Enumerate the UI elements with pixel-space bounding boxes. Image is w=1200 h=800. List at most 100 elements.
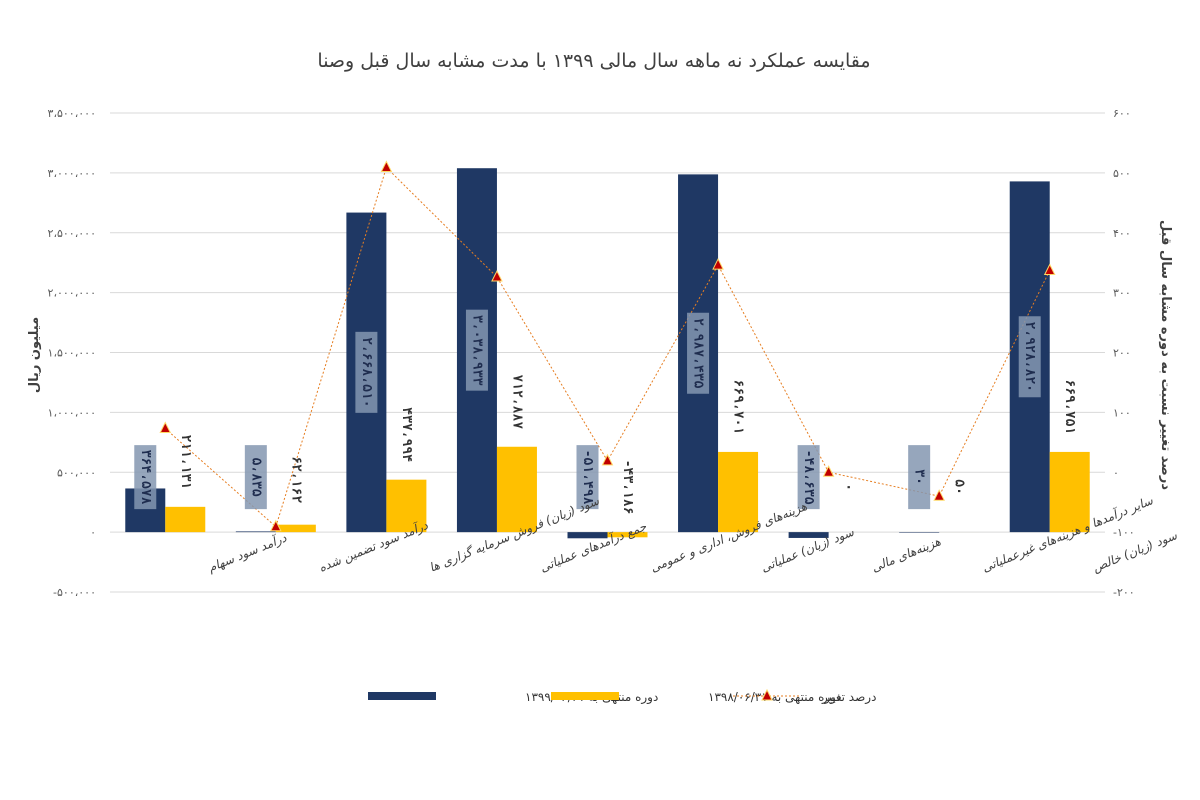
change-marker	[712, 257, 724, 270]
data-label-box	[244, 445, 267, 510]
y2-tick-label: ۰	[1113, 466, 1119, 479]
data-label-1399: -۴۸،۶۳۵	[797, 445, 820, 510]
y2-tick-label: ۲۰۰	[1113, 347, 1131, 360]
change-marker	[933, 489, 945, 501]
y2-tick-label: ۴۰۰	[1113, 227, 1131, 240]
y-axis-ticks: ۳،۵۰۰،۰۰۰ ۳،۰۰۰،۰۰۰ ۲،۵۰۰،۰۰۰ ۲،۰۰۰،۰۰۰ ۱،۵۰…	[48, 107, 96, 599]
data-label-box	[355, 331, 378, 413]
data-label-1399: ۳۶۴،۵۷۸	[134, 445, 157, 510]
data-label-text: ۳۶۴،۵۷۸	[138, 450, 153, 505]
category-label: هزینه‌های مالی	[869, 534, 942, 574]
data-label-box	[1018, 316, 1041, 398]
data-label-1399: ۵،۸۳۵	[244, 445, 267, 510]
y-tick-label: -۵۰۰،۰۰۰	[53, 586, 96, 599]
legend-marker-icon	[761, 688, 773, 701]
data-labels: ۳۶۴،۵۷۸ ۲۱۱،۱۳۱ ۵،۸۳۵ ۶۲،۱۶۲ ۲،۶۶۸،۵۱۰ ۴۳۷،۹۹…	[134, 309, 1077, 515]
bar-1398	[1049, 451, 1090, 533]
data-label-1398: ۴۳۷،۹۹۴	[399, 407, 414, 462]
legend-label-1398: دوره منتهی به ۱۳۹۸/۰۶/۳۱	[708, 690, 841, 705]
data-label-box	[908, 445, 931, 510]
y-tick-label: ۰	[90, 526, 96, 539]
data-label-text: ۵،۸۳۵	[248, 458, 263, 497]
bar-1398	[386, 479, 427, 533]
change-marker	[491, 269, 503, 282]
data-label-text: ۷۱۲،۸۸۷	[509, 374, 524, 429]
data-label-1399: ۲،۹۲۸،۸۲۰	[1018, 316, 1041, 398]
data-label-text: ۵۰	[952, 479, 967, 495]
change-marker	[601, 453, 614, 466]
change-marker	[822, 465, 835, 477]
data-label-text: -۵۱،۴۹۸	[580, 450, 595, 505]
bar-1399	[899, 532, 940, 533]
data-label-1399: ۲،۹۸۷،۴۳۵	[687, 312, 710, 394]
y-tick-label: ۳،۵۰۰،۰۰۰	[48, 107, 96, 120]
data-label-text: ۳۰	[912, 469, 927, 485]
data-label-box	[576, 445, 599, 510]
bar-1399	[235, 531, 276, 533]
data-label-1399: ۲،۶۶۸،۵۱۰	[355, 331, 378, 413]
y-tick-label: ۵۰۰،۰۰۰	[57, 466, 96, 479]
data-label-1398: ۶۶۹،۷۰۱	[731, 380, 746, 435]
data-label-1398: ۲۱۱،۱۳۱	[178, 434, 193, 489]
data-label-box	[134, 445, 157, 510]
data-label-1398: ۶۶۹،۷۵۱	[1062, 380, 1077, 435]
data-label-box	[465, 309, 488, 391]
change-marker	[1043, 263, 1056, 275]
data-label-text: ۲،۶۶۸،۵۱۰	[359, 337, 374, 407]
y2-tick-label: ۵۰۰	[1113, 167, 1131, 180]
data-label-text: -۴۸،۶۳۵	[801, 450, 816, 505]
y2-axis-ticks: ۶۰۰ ۵۰۰ ۴۰۰ ۳۰۰ ۲۰۰ ۱۰۰ ۰ -۱۰۰ -۲۰۰	[1113, 107, 1135, 599]
legend: دوره منتهی به ۱۳۹۹/۰۶/۳۱ دوره منتهی به ۱…	[368, 688, 876, 705]
bar-1399	[567, 532, 608, 539]
data-label-1398: ۰	[841, 483, 856, 491]
legend-swatch-1399	[368, 692, 436, 700]
category-label: سود (زیان) خالص	[1091, 528, 1180, 575]
y-tick-label: ۱،۰۰۰،۰۰۰	[48, 406, 96, 419]
change-marker	[380, 160, 393, 172]
bar-1398	[165, 506, 206, 533]
bar-1398	[275, 524, 316, 533]
data-label-1399: ۳،۰۳۸،۹۳۳	[465, 309, 488, 391]
data-label-text: ۰	[841, 483, 856, 491]
data-label-1398: ۵۰	[952, 479, 967, 495]
data-label-text: ۶۲،۱۶۲	[288, 456, 303, 503]
change-marker	[270, 519, 282, 532]
data-label-text: ۲،۹۸۷،۴۳۵	[691, 318, 706, 389]
data-label-text: ۶۶۹،۷۰۱	[731, 380, 746, 435]
grid-lines	[110, 112, 1105, 593]
change-line	[159, 160, 1056, 532]
bar-1398	[718, 451, 759, 533]
y-tick-label: ۱،۵۰۰،۰۰۰	[48, 347, 96, 360]
data-label-1398: ۷۱۲،۸۸۷	[509, 374, 524, 429]
bar-1398	[607, 532, 648, 538]
data-label-text: ۲۱۱،۱۳۱	[178, 434, 193, 489]
data-label-text: ۳،۰۳۸،۹۳۳	[469, 315, 484, 386]
data-label-text: ۶۶۹،۷۵۱	[1062, 380, 1077, 435]
y-tick-label: ۲،۵۰۰،۰۰۰	[48, 227, 96, 240]
data-label-1398: -۴۳،۱۸۶	[620, 460, 635, 515]
data-label-1399: -۵۱،۴۹۸	[576, 445, 599, 510]
data-label-1399: ۳۰	[908, 445, 931, 510]
data-label-1398: ۶۲،۱۶۲	[288, 456, 303, 503]
y2-tick-label: ۳۰۰	[1113, 287, 1131, 300]
category-label: جمع درآمدهای عملیاتی	[537, 518, 649, 575]
legend-swatch-1398	[551, 692, 619, 700]
y2-axis-label: درصد تغییر نسبت به دوره مشابه سال قبل	[1158, 220, 1173, 490]
chart-title: مقایسه عملکرد نه ماهه سال مالی ۱۳۹۹ با م…	[317, 50, 870, 72]
bars	[125, 168, 1090, 539]
y-tick-label: ۳،۰۰۰،۰۰۰	[48, 167, 96, 180]
legend-label-change: درصد تغییر	[821, 690, 876, 705]
data-label-box	[797, 445, 820, 510]
data-label-text: ۲،۹۲۸،۸۲۰	[1022, 322, 1037, 392]
change-marker	[159, 421, 172, 434]
bar-1398	[496, 446, 537, 533]
y2-tick-label: ۶۰۰	[1113, 107, 1131, 120]
y2-tick-label: -۱۰۰	[1113, 526, 1135, 539]
data-label-box	[687, 312, 710, 394]
y2-tick-label: ۱۰۰	[1113, 406, 1131, 419]
data-label-text: ۴۳۷،۹۹۴	[399, 407, 414, 462]
y-axis-label: میلیون ریال	[27, 317, 42, 393]
bar-1399	[788, 532, 829, 538]
category-label: درآمد سود سهام	[206, 529, 289, 574]
